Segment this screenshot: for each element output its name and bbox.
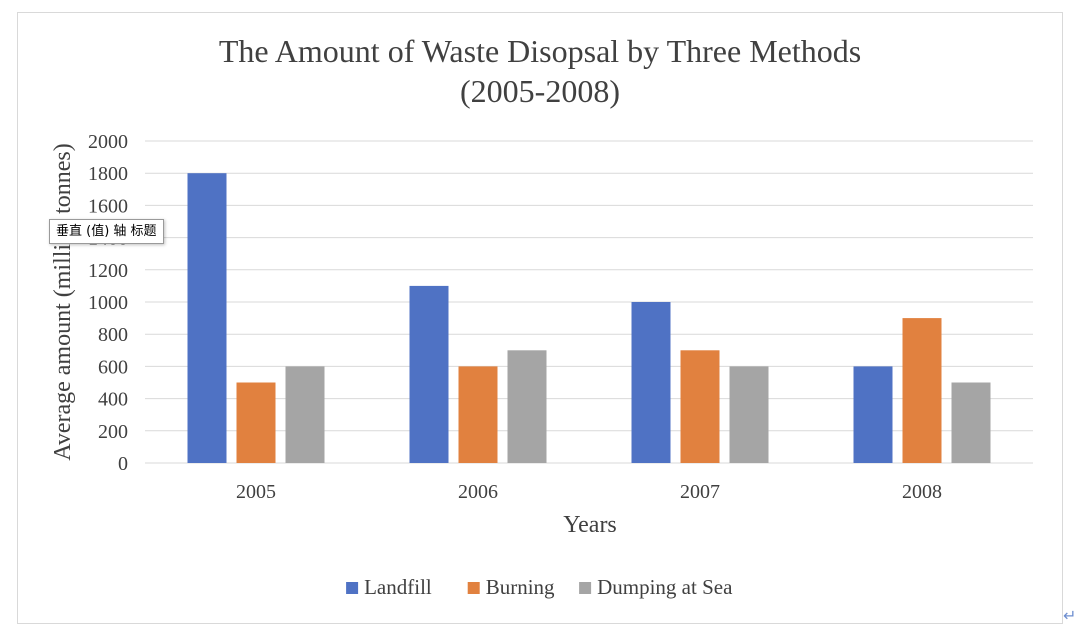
y-tick-label: 1800 bbox=[88, 163, 128, 185]
bar-burning-2005[interactable] bbox=[236, 382, 276, 464]
bar-dumping-at-sea-2007[interactable] bbox=[729, 366, 769, 463]
y-tick-label: 800 bbox=[98, 324, 128, 346]
x-tick-label: 2005 bbox=[236, 481, 276, 503]
bar-landfill-2006[interactable] bbox=[409, 285, 449, 463]
chart-title-line-1[interactable]: The Amount of Waste Disopsal by Three Me… bbox=[218, 33, 862, 69]
bar-dumping-at-sea-2006[interactable] bbox=[507, 350, 547, 463]
chart-title-line-2[interactable]: (2005-2008) bbox=[460, 73, 620, 109]
y-tick-label: 0 bbox=[118, 453, 128, 475]
bar-dumping-at-sea-2005[interactable] bbox=[285, 366, 325, 463]
y-tick-label: 1200 bbox=[88, 260, 128, 282]
y-tick-label: 1600 bbox=[88, 195, 128, 217]
x-tick-label: 2006 bbox=[458, 481, 498, 503]
legend-swatch-landfill bbox=[346, 582, 359, 594]
y-tick-label: 600 bbox=[98, 356, 128, 378]
y-tick-label: 400 bbox=[98, 389, 128, 411]
legend-label[interactable]: Landfill bbox=[364, 575, 432, 599]
x-tick-label: 2008 bbox=[902, 481, 942, 503]
bar-landfill-2005[interactable] bbox=[187, 173, 227, 463]
bar-dumping-at-sea-2008[interactable] bbox=[951, 382, 991, 464]
paragraph-return-mark: ↵ bbox=[1063, 606, 1077, 625]
legend-swatch-dumping-at-sea bbox=[579, 582, 592, 594]
y-axis-title[interactable]: Average amount (million tonnes) bbox=[50, 143, 76, 460]
legend-label[interactable]: Dumping at Sea bbox=[597, 575, 733, 599]
bar-burning-2006[interactable] bbox=[458, 366, 498, 463]
bar-landfill-2007[interactable] bbox=[631, 302, 671, 463]
bar-landfill-2008[interactable] bbox=[853, 366, 893, 463]
bar-burning-2008[interactable] bbox=[902, 318, 942, 463]
legend-swatch-burning bbox=[467, 582, 480, 594]
y-tick-label: 1000 bbox=[88, 292, 128, 314]
bar-burning-2007[interactable] bbox=[680, 350, 720, 463]
legend-label[interactable]: Burning bbox=[486, 575, 555, 599]
y-tick-label: 200 bbox=[98, 421, 128, 443]
x-tick-label: 2007 bbox=[680, 481, 720, 503]
y-tick-label: 2000 bbox=[88, 131, 128, 153]
axis-title-tooltip: 垂直 (值) 轴 标题 bbox=[49, 219, 164, 244]
x-axis-title[interactable]: Years bbox=[563, 512, 617, 538]
